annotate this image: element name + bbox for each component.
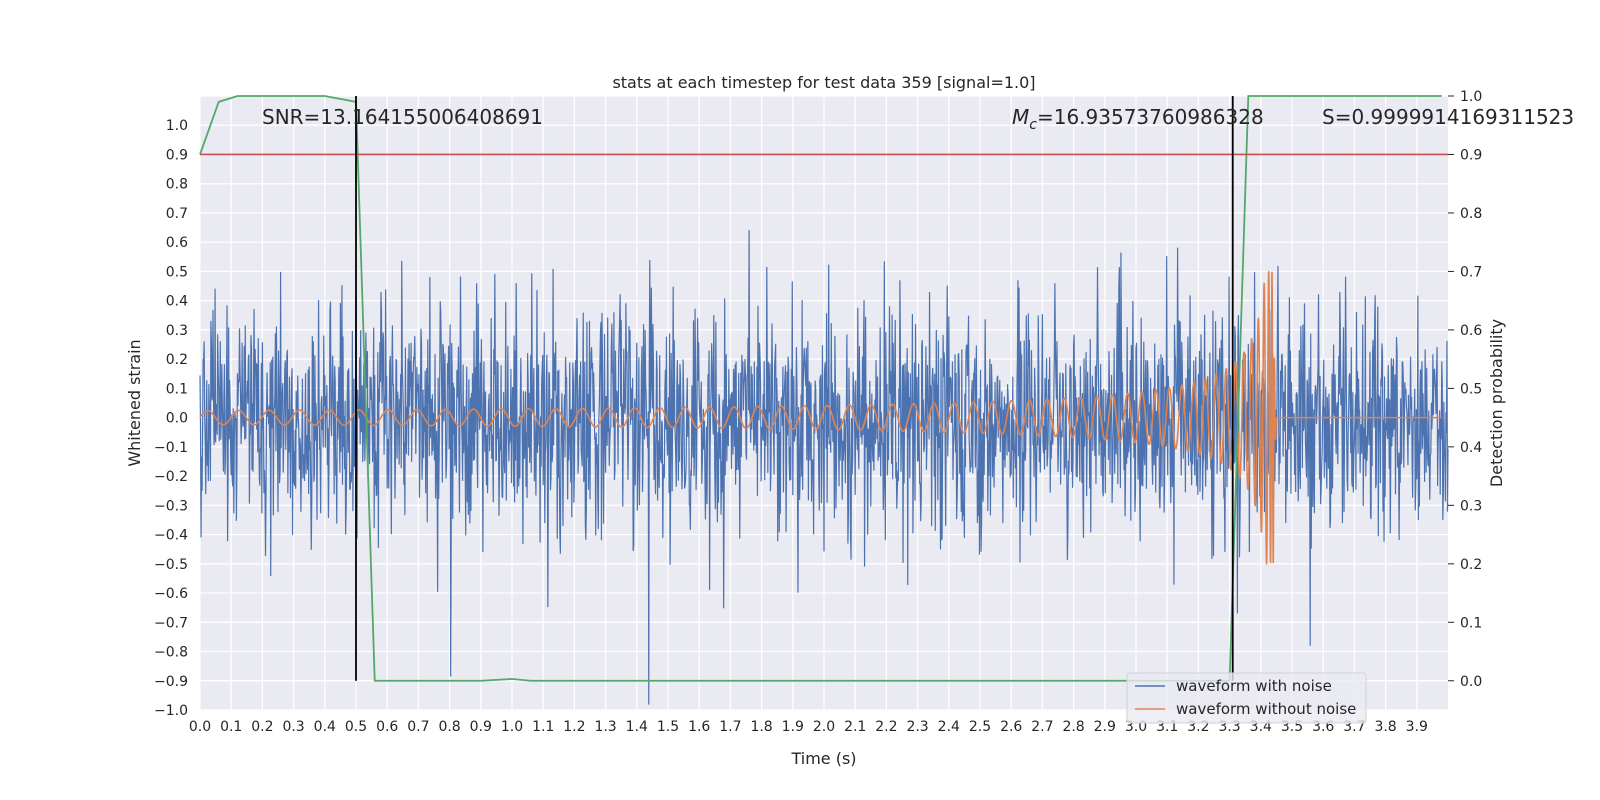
- x-tick-label: 0.8: [438, 719, 460, 735]
- x-tick-label: 0.7: [407, 719, 429, 735]
- y-tick-label: 0.8: [166, 177, 188, 193]
- x-tick-label: 0.9: [470, 719, 492, 735]
- y-tick-label: −0.2: [154, 469, 188, 485]
- x-tick-label: 1.0: [501, 719, 523, 735]
- y2-tick-label: 0.4: [1460, 440, 1482, 456]
- y2-tick-label: 0.5: [1460, 381, 1482, 397]
- x-tick-label: 2.5: [969, 719, 991, 735]
- x-tick-label: 1.2: [563, 719, 585, 735]
- snr-annotation: SNR=13.164155006408691: [262, 105, 543, 129]
- y-tick-label: 0.1: [166, 381, 188, 397]
- y2-axis-label: Detection probability: [1487, 319, 1506, 487]
- x-tick-label: 0.5: [345, 719, 367, 735]
- y-tick-label: −0.4: [154, 528, 188, 544]
- y-tick-label: −0.6: [154, 586, 188, 602]
- y-tick-label: −1.0: [154, 703, 188, 719]
- y-axis-label: Whitened strain: [125, 339, 144, 466]
- y2-tick-label: 0.6: [1460, 323, 1482, 339]
- y2-tick-label: 0.0: [1460, 674, 1482, 690]
- y-axis: 1.0 0.9 0.8 0.7 0.6 0.5 0.4 0.3 0.2 0.1 0.0 −0.1 −0.…: [154, 118, 188, 719]
- y-tick-label: 1.0: [166, 118, 188, 134]
- probability-trace: [199, 95, 1442, 682]
- y2-tick-label: 1.0: [1460, 89, 1482, 105]
- y2-axis: 1.0 0.9 0.8 0.7 0.6 0.5 0.4 0.3 0.2 0.1 0.0: [1448, 89, 1482, 690]
- x-tick-label: 2.6: [1000, 719, 1022, 735]
- chirp-trace: [199, 270, 1442, 565]
- x-tick-label: 2.9: [1094, 719, 1116, 735]
- y-tick-label: 0.5: [166, 264, 188, 280]
- noise-trace: [199, 229, 1449, 705]
- x-tick-label: 1.4: [626, 719, 648, 735]
- mc-subscript: c: [1029, 117, 1037, 133]
- x-tick-label: 2.4: [938, 719, 960, 735]
- x-tick-label: 1.5: [657, 719, 679, 735]
- legend-label-chirp: waveform without noise: [1176, 700, 1356, 718]
- x-tick-label: 0.4: [314, 719, 336, 735]
- noise-series: [199, 229, 1449, 705]
- y-tick-label: 0.6: [166, 235, 188, 251]
- y-tick-label: 0.2: [166, 352, 188, 368]
- x-tick-label: 0.1: [220, 719, 242, 735]
- x-tick-label: 3.8: [1374, 719, 1396, 735]
- x-tick-label: 1.9: [782, 719, 804, 735]
- probability-series: [199, 95, 1442, 682]
- y-tick-label: −0.1: [154, 440, 188, 456]
- y-tick-label: 0.3: [166, 323, 188, 339]
- y-tick-label: −0.8: [154, 645, 188, 661]
- x-tick-label: 2.0: [813, 719, 835, 735]
- y-tick-label: −0.9: [154, 674, 188, 690]
- y-tick-label: 0.9: [166, 147, 188, 163]
- x-tick-label: 2.7: [1031, 719, 1053, 735]
- y-tick-label: 0.7: [166, 206, 188, 222]
- legend-label-noise: waveform with noise: [1176, 677, 1332, 695]
- chart-title: stats at each timestep for test data 359…: [612, 73, 1035, 92]
- reference-lines: [200, 96, 1448, 681]
- y-tick-label: −0.5: [154, 557, 188, 573]
- mc-value: =16.93573760986328: [1037, 105, 1264, 129]
- x-axis-label: Time (s): [790, 749, 856, 768]
- y-tick-label: 0.4: [166, 294, 188, 310]
- mc-annotation: Mc=16.93573760986328: [1012, 105, 1264, 133]
- x-tick-label: 2.3: [906, 719, 928, 735]
- x-tick-label: 2.1: [844, 719, 866, 735]
- legend-box: [1126, 672, 1367, 724]
- mc-symbol: M: [1012, 105, 1029, 129]
- x-tick-label: 0.6: [376, 719, 398, 735]
- x-tick-label: 0.0: [189, 719, 211, 735]
- x-tick-label: 2.2: [875, 719, 897, 735]
- x-tick-label: 2.8: [1062, 719, 1084, 735]
- y2-tick-label: 0.8: [1460, 206, 1482, 222]
- x-tick-label: 3.9: [1406, 719, 1428, 735]
- x-tick-label: 0.3: [282, 719, 304, 735]
- y-tick-label: −0.3: [154, 498, 188, 514]
- y2-tick-label: 0.1: [1460, 615, 1482, 631]
- y2-tick-label: 0.7: [1460, 264, 1482, 280]
- x-tick-label: 1.7: [719, 719, 741, 735]
- chirp-series: [199, 270, 1442, 565]
- x-tick-label: 1.3: [594, 719, 616, 735]
- legend: waveform with noise waveform without noi…: [1126, 672, 1367, 724]
- y2-tick-label: 0.9: [1460, 147, 1482, 163]
- x-tick-label: 1.1: [532, 719, 554, 735]
- x-tick-label: 1.6: [688, 719, 710, 735]
- y-tick-label: −0.7: [154, 615, 188, 631]
- y-tick-label: 0.0: [166, 411, 188, 427]
- x-tick-label: 1.8: [750, 719, 772, 735]
- y2-tick-label: 0.3: [1460, 498, 1482, 514]
- x-tick-label: 0.2: [251, 719, 273, 735]
- s-annotation: S=0.9999914169311523: [1322, 105, 1574, 129]
- y2-tick-label: 0.2: [1460, 557, 1482, 573]
